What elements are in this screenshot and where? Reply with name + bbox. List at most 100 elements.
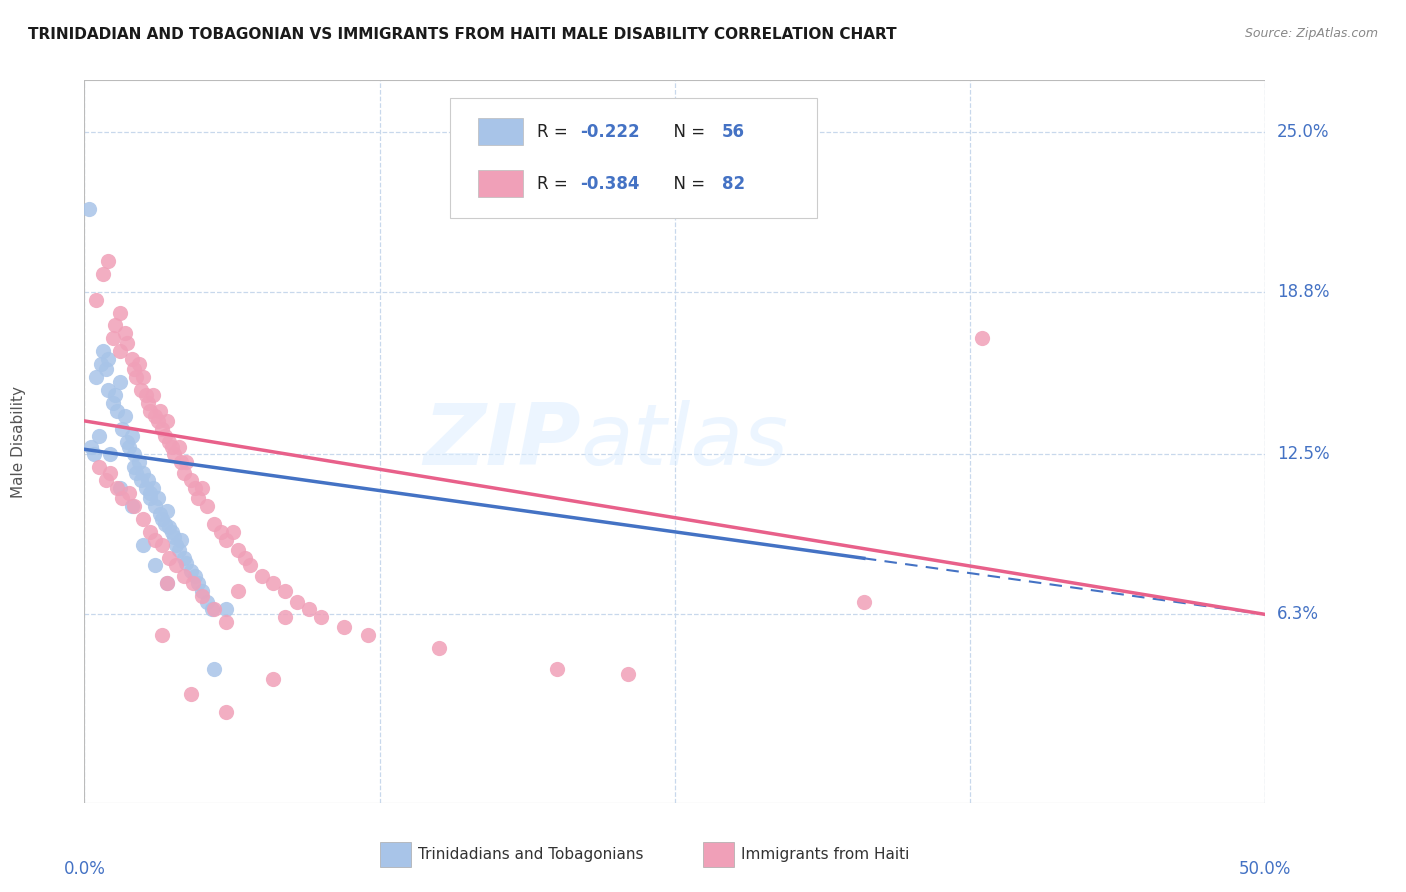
Point	[226, 542, 249, 557]
Text: ZIP: ZIP	[423, 400, 581, 483]
Point	[274, 584, 297, 599]
Point	[852, 594, 875, 608]
Point	[181, 576, 204, 591]
Point	[91, 267, 114, 281]
Point	[209, 524, 232, 539]
Point	[139, 524, 162, 539]
Point	[195, 594, 218, 608]
Text: R =: R =	[537, 175, 572, 193]
Point	[108, 344, 131, 359]
Text: 12.5%: 12.5%	[1277, 445, 1330, 464]
Text: Trinidadians and Tobagonians: Trinidadians and Tobagonians	[418, 847, 643, 862]
Point	[101, 396, 124, 410]
Text: Source: ZipAtlas.com: Source: ZipAtlas.com	[1244, 27, 1378, 40]
Point	[262, 576, 284, 591]
Point	[122, 447, 145, 461]
Point	[121, 499, 143, 513]
Text: -0.384: -0.384	[581, 175, 640, 193]
Point	[121, 429, 143, 443]
Point	[150, 538, 173, 552]
Point	[111, 422, 134, 436]
Bar	[478, 169, 523, 197]
Point	[84, 370, 107, 384]
Point	[157, 519, 180, 533]
Point	[80, 440, 103, 454]
Point	[139, 491, 162, 506]
Point	[222, 524, 245, 539]
Point	[122, 499, 145, 513]
Point	[215, 533, 238, 547]
Point	[129, 473, 152, 487]
Point	[136, 396, 159, 410]
Point	[166, 558, 188, 573]
Point	[135, 388, 157, 402]
Point	[90, 357, 112, 371]
Point	[546, 662, 568, 676]
Point	[233, 550, 256, 565]
Point	[87, 429, 110, 443]
Point	[157, 550, 180, 565]
Point	[114, 409, 136, 423]
Point	[97, 254, 120, 268]
Point	[163, 447, 186, 461]
Point	[143, 409, 166, 423]
Point	[333, 620, 356, 634]
Point	[136, 473, 159, 487]
Point	[298, 602, 321, 616]
Point	[167, 440, 190, 454]
Point	[427, 640, 450, 655]
Point	[156, 504, 179, 518]
Point	[160, 440, 183, 454]
Point	[87, 460, 110, 475]
Point	[156, 576, 179, 591]
Point	[122, 362, 145, 376]
Point	[108, 375, 131, 389]
Point	[184, 568, 207, 582]
Point	[226, 584, 249, 599]
Point	[202, 517, 225, 532]
Point	[104, 318, 127, 333]
Point	[187, 576, 209, 591]
Text: Male Disability: Male Disability	[11, 385, 25, 498]
Point	[111, 491, 134, 506]
Point	[170, 533, 193, 547]
Point	[157, 434, 180, 449]
Point	[167, 542, 190, 557]
Point	[132, 370, 155, 384]
Point	[150, 422, 173, 436]
Point	[125, 370, 148, 384]
Point	[132, 512, 155, 526]
Point	[142, 481, 165, 495]
Text: atlas: atlas	[581, 400, 789, 483]
Point	[97, 383, 120, 397]
Point	[149, 507, 172, 521]
Point	[107, 403, 129, 417]
Point	[150, 512, 173, 526]
Point	[150, 628, 173, 642]
Point	[143, 533, 166, 547]
Point	[239, 558, 262, 573]
Point	[139, 486, 162, 500]
Point	[163, 530, 186, 544]
Point	[122, 460, 145, 475]
FancyBboxPatch shape	[450, 98, 817, 218]
Point	[146, 491, 169, 506]
Point	[149, 403, 172, 417]
Point	[180, 564, 202, 578]
Point	[83, 447, 105, 461]
Text: N =: N =	[664, 175, 710, 193]
Point	[108, 481, 131, 495]
Point	[166, 538, 188, 552]
Point	[202, 602, 225, 616]
Point	[101, 331, 124, 345]
Point	[121, 351, 143, 366]
Point	[153, 517, 176, 532]
Point	[191, 584, 214, 599]
Text: N =: N =	[664, 122, 710, 141]
Point	[170, 455, 193, 469]
Text: 50.0%: 50.0%	[1239, 860, 1292, 878]
Point	[202, 662, 225, 676]
Point	[94, 473, 117, 487]
Point	[135, 481, 157, 495]
Point	[156, 414, 179, 428]
